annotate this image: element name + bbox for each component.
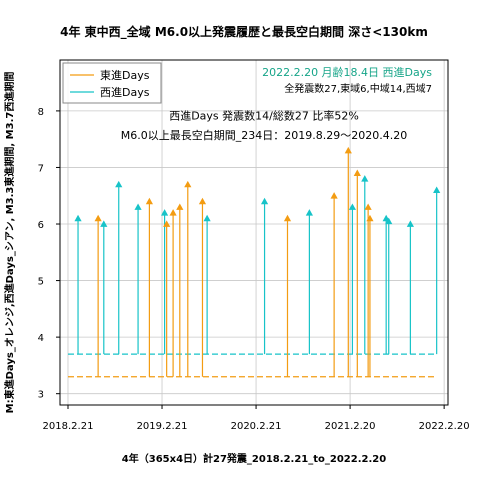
plot-frame [59, 59, 449, 406]
x-tick-label: 2020.2.21 [231, 421, 282, 432]
info-counts: 全発震数27,東域6,中域14,西域7 [284, 82, 432, 95]
info-date-moon: 2022.2.20 月齢18.4日 西進Days [262, 65, 432, 79]
y-tick-label: 3 [38, 390, 44, 401]
marker-east [198, 197, 207, 205]
annotation-ratio: 西進Days 発震数14/総数27 比率52% [169, 108, 359, 122]
marker-west [305, 209, 313, 216]
marker-east [184, 180, 192, 188]
data-points [74, 146, 441, 227]
marker-west [260, 197, 269, 205]
marker-east [176, 203, 184, 210]
x-tick-label: 2021.2.20 [325, 421, 376, 432]
x-tick-label: 2018.2.21 [43, 421, 94, 432]
marker-west [161, 209, 169, 216]
x-axis-label: 4年（365x4日）計27発震_2018.2.21_to_2022.2.20 [122, 452, 386, 465]
annotation-gap: M6.0以上最長空白期間_234日：2019.8.29～2020.4.20 [121, 128, 407, 142]
marker-west [134, 203, 142, 210]
marker-east [330, 192, 338, 199]
marker-west [100, 220, 108, 227]
marker-east [163, 220, 171, 227]
marker-west [406, 220, 414, 227]
marker-west [361, 175, 369, 182]
y-tick-label: 8 [38, 107, 44, 118]
y-tick-label: 7 [38, 163, 44, 174]
marker-east [283, 214, 292, 222]
y-axis-label: M:東進Days_オレンジ,西進Days_シアン, M3.3東進期間, M3.7… [3, 72, 16, 414]
marker-east [344, 146, 352, 154]
grid-lines [60, 60, 448, 405]
y-tick-label: 4 [38, 333, 44, 344]
marker-west [74, 214, 82, 222]
legend-label-west: 西進Days [100, 86, 150, 99]
marker-east [364, 203, 372, 210]
marker-east [94, 214, 102, 222]
marker-east [169, 209, 177, 216]
x-axis-ticks: 2018.2.21 2019.2.21 2020.2.21 2021.2.20 2022… [43, 405, 470, 432]
marker-west [348, 203, 357, 210]
marker-east [145, 197, 153, 205]
baselines [67, 353, 436, 378]
legend-label-east: 東進Days [100, 69, 150, 82]
marker-west [385, 217, 393, 225]
marker-east [353, 169, 361, 176]
legend-box [62, 62, 162, 104]
y-tick-label: 6 [38, 220, 44, 231]
y-tick-label: 5 [38, 277, 44, 288]
chart-title: 4年 東中西_全域 M6.0以上発震履歴と最長空白期間 深さ<130km [60, 24, 428, 40]
marker-west [115, 180, 123, 188]
legend: 東進Days 西進Days [62, 62, 162, 104]
y-axis-ticks: 3 4 5 6 7 8 [38, 107, 60, 401]
data-stems [77, 150, 438, 377]
x-tick-label: 2022.2.20 [419, 421, 470, 432]
x-tick-label: 2019.2.21 [137, 421, 188, 432]
marker-west [203, 214, 211, 222]
marker-west [433, 186, 441, 193]
marker-east [366, 214, 374, 222]
